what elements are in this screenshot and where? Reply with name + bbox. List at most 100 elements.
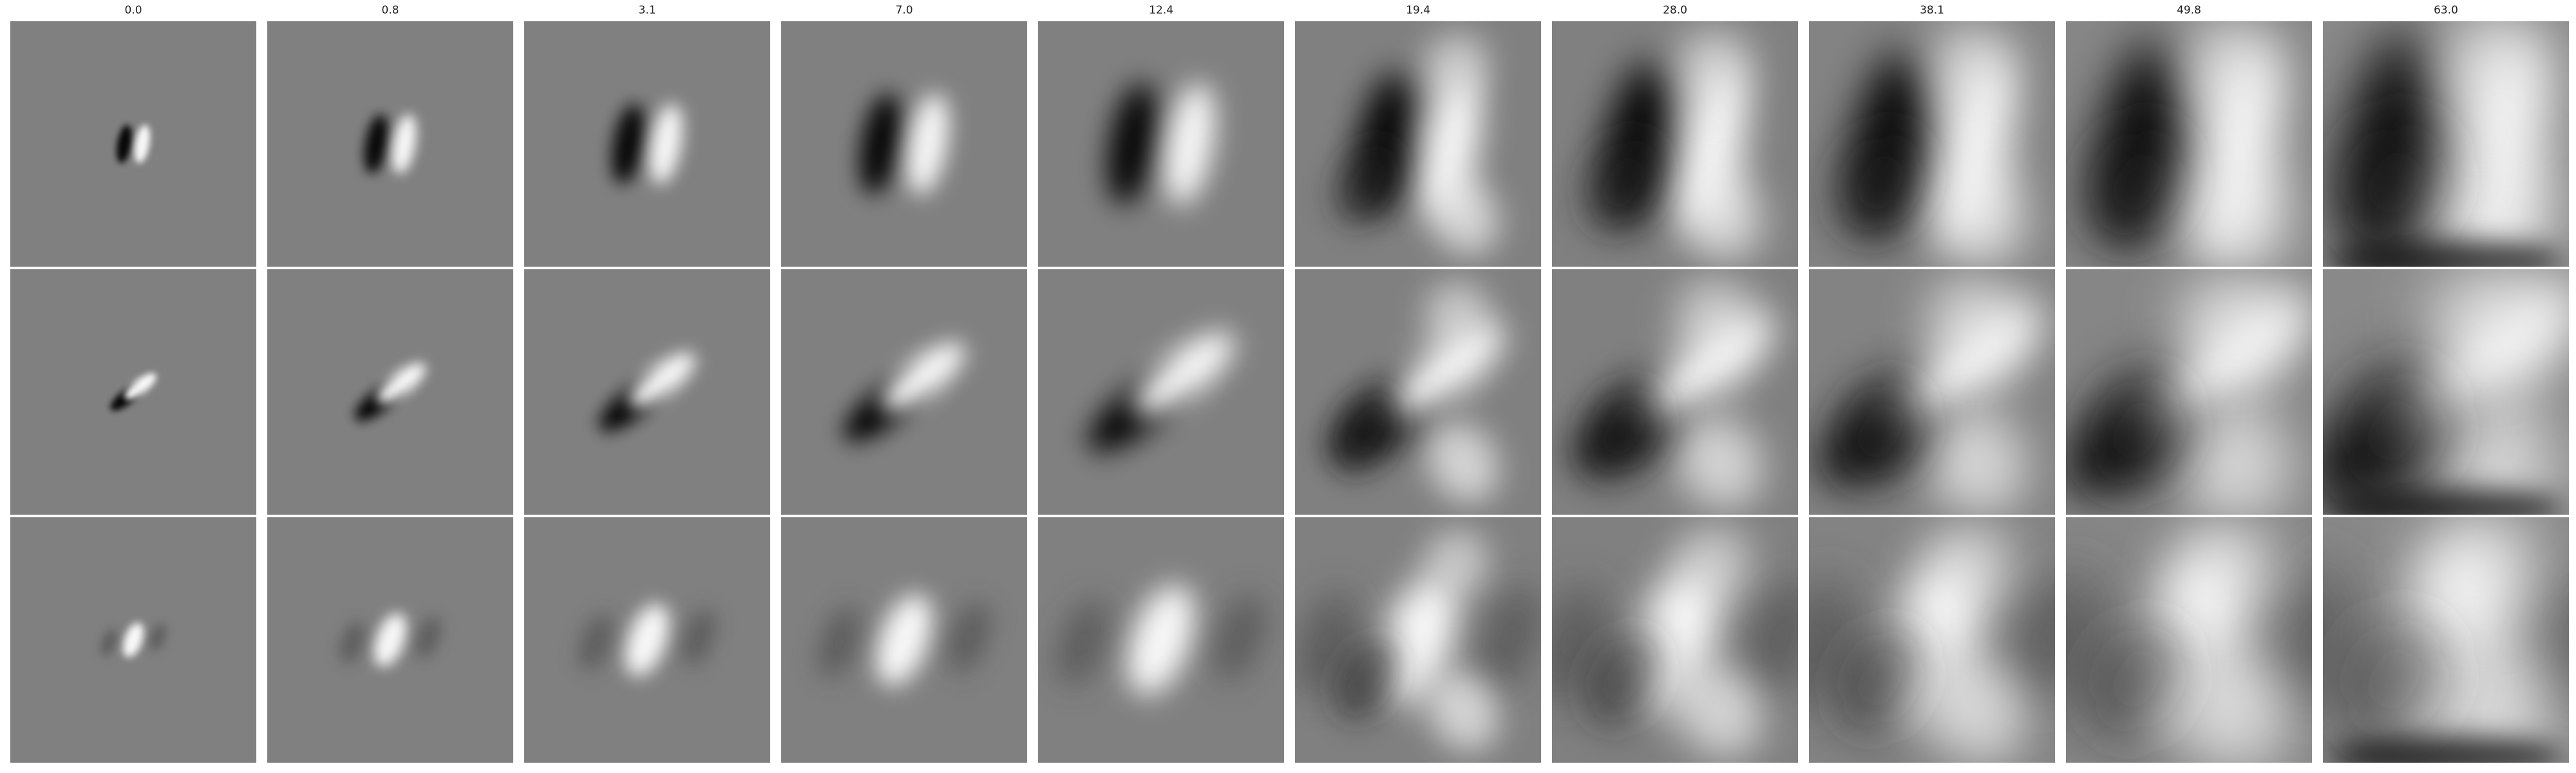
filter-image (1552, 269, 1798, 515)
filter-panel-r2-c9 (2066, 269, 2312, 515)
intensity-blob (1583, 134, 1664, 231)
filter-panel-r1-c5 (1038, 21, 1284, 267)
intensity-blob (1427, 671, 1499, 751)
filter-image (1295, 269, 1541, 515)
intensity-blob (364, 114, 388, 174)
column-title: 3.1 (638, 4, 656, 17)
intensity-blob (1833, 624, 1927, 733)
filter-image (1295, 21, 1541, 267)
intensity-blob (2323, 562, 2347, 723)
intensity-blob (1926, 270, 2016, 359)
intensity-blob (2085, 618, 2190, 740)
intensity-blob (1165, 82, 1215, 205)
intensity-blob (625, 604, 670, 676)
intensity-blob (579, 614, 612, 671)
intensity-blob (650, 104, 683, 184)
filter-panel-r1-c6 (1295, 21, 1541, 267)
filter-panel-r3-c2 (267, 517, 513, 763)
intensity-blob (2330, 737, 2562, 763)
filter-panel-r1-c2 (267, 21, 513, 267)
intensity-blob (1427, 423, 1499, 503)
intensity-blob (2330, 489, 2562, 515)
intensity-blob (1057, 599, 1108, 686)
intensity-blob (1926, 161, 2028, 267)
filter-image (1809, 21, 2055, 267)
filter-panel-r1-c7 (1552, 21, 1798, 267)
filter-panel-r3-c6 (1295, 517, 1541, 763)
filter-panel-r3-c3 (524, 517, 770, 763)
filter-image (2066, 21, 2312, 267)
intensity-blob (2335, 363, 2454, 498)
intensity-blob (907, 93, 949, 195)
filter-panel-r3-c9 (2066, 517, 2312, 763)
intensity-blob (2545, 557, 2569, 718)
intensity-blob (2085, 122, 2190, 243)
filter-panel-r1-c3 (524, 21, 770, 267)
intensity-blob (612, 104, 645, 184)
filter-image (2066, 269, 2312, 515)
intensity-blob (149, 624, 166, 651)
filter-image (524, 269, 770, 515)
filter-image (2323, 269, 2569, 515)
filter-image (781, 517, 1027, 763)
intensity-blob (1674, 523, 1753, 602)
intensity-blob (1677, 416, 1763, 510)
filter-panel-r1-c9 (2066, 21, 2312, 267)
filter-panel-r2-c4 (781, 269, 1027, 515)
intensity-blob (1385, 321, 1504, 421)
intensity-blob (1332, 636, 1401, 721)
column-title: 7.0 (895, 4, 913, 17)
filter-panel-r3-c4 (781, 517, 1027, 763)
column-title: 63.0 (2434, 4, 2458, 17)
intensity-blob (1747, 579, 1798, 696)
filter-panel-r2-c2 (267, 269, 513, 515)
intensity-blob (376, 363, 426, 404)
intensity-blob (1424, 32, 1490, 101)
intensity-blob (1926, 22, 2016, 111)
intensity-blob (1332, 388, 1401, 473)
intensity-blob (1926, 657, 2028, 763)
intensity-blob (134, 124, 151, 164)
intensity-blob (1583, 630, 1664, 727)
intensity-blob (819, 606, 860, 679)
filter-image (267, 269, 513, 515)
intensity-blob (2012, 571, 2055, 703)
intensity-blob (1424, 280, 1490, 349)
intensity-blob (2335, 115, 2454, 250)
filter-panel-r2-c8 (1809, 269, 2055, 515)
intensity-blob (1552, 584, 1604, 701)
filter-image (1038, 21, 1284, 267)
intensity-blob (116, 124, 133, 164)
intensity-blob (1674, 275, 1753, 354)
filter-image (1552, 517, 1798, 763)
filter-panel-r3-c8 (1809, 517, 2055, 763)
intensity-blob (2427, 269, 2543, 370)
filter-panel-r2-c10 (2323, 269, 2569, 515)
intensity-blob (2176, 403, 2292, 515)
intensity-blob (876, 594, 933, 686)
intensity-blob (881, 342, 965, 412)
intensity-blob (948, 601, 990, 674)
filter-panel-r2-c6 (1295, 269, 1541, 515)
intensity-blob (1127, 584, 1195, 696)
intensity-blob (2427, 517, 2543, 618)
intensity-blob (416, 616, 440, 658)
column-title: 19.4 (1406, 4, 1430, 17)
filter-image (1809, 517, 2055, 763)
filter-panel-r1-c8 (1809, 21, 2055, 267)
intensity-blob (1674, 27, 1753, 106)
intensity-blob (124, 373, 156, 400)
intensity-blob (1833, 128, 1927, 237)
intensity-blob (2176, 155, 2292, 267)
filter-panel-r3-c5 (1038, 517, 1284, 763)
intensity-blob (1926, 409, 2028, 515)
intensity-blob (2085, 370, 2190, 491)
intensity-blob (1107, 82, 1157, 205)
filter-image (1038, 517, 1284, 763)
column-title: 38.1 (1920, 4, 1944, 17)
filter-image (267, 517, 513, 763)
filter-image (1552, 21, 1798, 267)
intensity-blob (1677, 168, 1763, 262)
filter-panel-r2-c3 (524, 269, 770, 515)
filter-panel-r3-c10 (2323, 517, 2569, 763)
